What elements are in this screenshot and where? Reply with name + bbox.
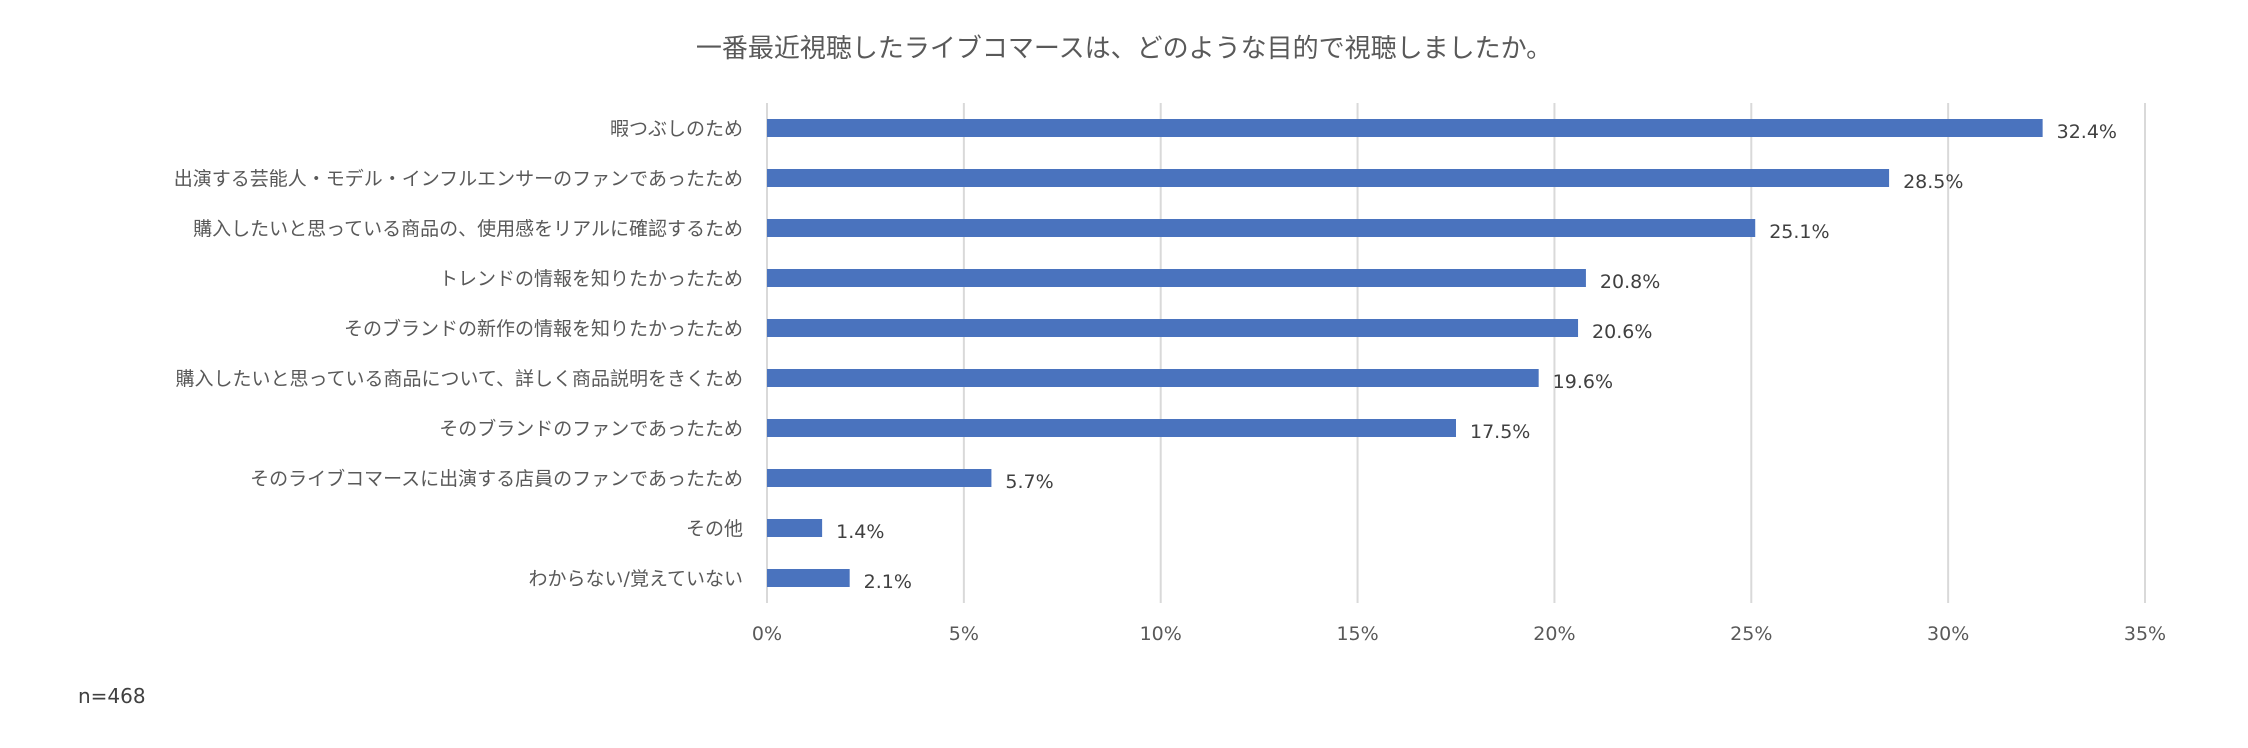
bar xyxy=(767,219,1756,237)
x-tick-label: 0% xyxy=(752,623,782,645)
sample-size-note: n=468 xyxy=(78,684,146,708)
data-label: 25.1% xyxy=(1769,221,1829,243)
x-tick-label: 20% xyxy=(1533,623,1575,645)
category-label: 暇つぶしのため xyxy=(610,118,743,140)
category-label: そのブランドの新作の情報を知りたかったため xyxy=(344,317,743,340)
bar xyxy=(767,519,823,537)
x-tick-label: 35% xyxy=(2124,623,2166,645)
bar xyxy=(767,169,1890,187)
data-label: 19.6% xyxy=(1553,371,1613,393)
x-tick-label: 25% xyxy=(1730,623,1772,645)
x-tick-label: 15% xyxy=(1336,623,1378,645)
bar xyxy=(767,269,1586,287)
bar xyxy=(767,369,1539,387)
data-label: 2.1% xyxy=(864,571,912,593)
data-label: 20.8% xyxy=(1600,271,1660,293)
category-label: トレンドの情報を知りたかったため xyxy=(439,268,743,290)
bar xyxy=(767,469,992,487)
category-label: 購入したいと思っている商品の、使用感をリアルに確認するため xyxy=(193,218,743,240)
category-label: 購入したいと思っている商品について、詳しく商品説明をきくため xyxy=(175,368,743,390)
data-label: 20.6% xyxy=(1592,321,1652,343)
data-label: 1.4% xyxy=(836,521,884,543)
x-tick-label: 30% xyxy=(1927,623,1969,645)
category-label: わからない/覚えていない xyxy=(529,568,743,590)
data-label: 17.5% xyxy=(1470,421,1530,443)
x-tick-label: 5% xyxy=(949,623,979,645)
data-label: 32.4% xyxy=(2057,121,2117,143)
bar xyxy=(767,569,850,587)
data-label: 28.5% xyxy=(1903,171,1963,193)
chart-title: 一番最近視聴したライブコマースは、どのような目的で視聴しましたか。 xyxy=(695,34,1553,64)
category-label: そのライブコマースに出演する店員のファンであったため xyxy=(250,467,743,490)
bar xyxy=(767,319,1579,337)
category-label: そのブランドのファンであったため xyxy=(439,417,743,440)
category-label: その他 xyxy=(686,518,743,540)
category-label: 出演する芸能人・モデル・インフルエンサーのファンであったため xyxy=(174,168,743,190)
bar xyxy=(767,119,2043,137)
x-tick-label: 10% xyxy=(1140,623,1182,645)
bar xyxy=(767,419,1456,437)
data-label: 5.7% xyxy=(1005,471,1053,493)
